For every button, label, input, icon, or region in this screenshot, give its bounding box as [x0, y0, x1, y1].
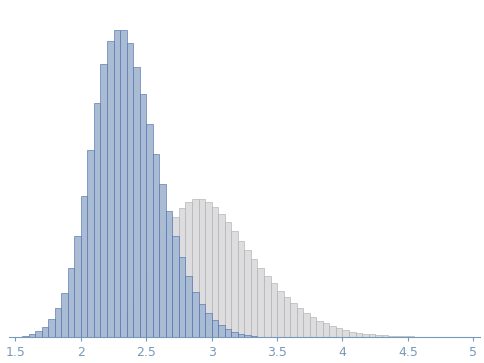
Bar: [336, 329, 343, 337]
Bar: [153, 257, 159, 337]
Bar: [225, 329, 231, 337]
Bar: [330, 326, 336, 337]
Bar: [55, 308, 61, 337]
Bar: [343, 330, 349, 337]
Bar: [68, 268, 75, 337]
Bar: [212, 320, 218, 337]
Bar: [264, 276, 271, 337]
Bar: [48, 319, 55, 337]
Bar: [218, 325, 225, 337]
Bar: [238, 241, 244, 337]
Bar: [81, 196, 88, 337]
Bar: [218, 215, 225, 337]
Bar: [375, 335, 382, 337]
Bar: [159, 242, 166, 337]
Bar: [185, 202, 192, 337]
Bar: [382, 335, 388, 337]
Bar: [323, 323, 330, 337]
Bar: [127, 44, 133, 337]
Bar: [362, 334, 369, 337]
Bar: [231, 332, 238, 337]
Bar: [369, 334, 375, 337]
Bar: [317, 321, 323, 337]
Bar: [140, 94, 146, 337]
Bar: [166, 211, 172, 337]
Bar: [140, 288, 146, 337]
Bar: [284, 297, 290, 337]
Bar: [114, 29, 120, 337]
Bar: [388, 336, 395, 337]
Bar: [29, 334, 35, 337]
Bar: [395, 336, 401, 337]
Bar: [185, 276, 192, 337]
Bar: [42, 327, 48, 337]
Bar: [205, 202, 212, 337]
Bar: [192, 199, 198, 337]
Bar: [238, 334, 244, 337]
Bar: [94, 103, 101, 337]
Bar: [159, 184, 166, 337]
Bar: [35, 331, 42, 337]
Bar: [192, 291, 198, 337]
Bar: [244, 250, 251, 337]
Bar: [271, 283, 277, 337]
Bar: [310, 317, 317, 337]
Bar: [107, 41, 114, 337]
Bar: [179, 257, 185, 337]
Bar: [88, 150, 94, 337]
Bar: [401, 336, 408, 337]
Bar: [251, 259, 257, 337]
Bar: [172, 217, 179, 337]
Bar: [349, 332, 356, 337]
Bar: [22, 336, 29, 337]
Bar: [75, 236, 81, 337]
Bar: [179, 208, 185, 337]
Bar: [277, 291, 284, 337]
Bar: [225, 222, 231, 337]
Bar: [303, 313, 310, 337]
Bar: [251, 336, 257, 337]
Bar: [133, 66, 140, 337]
Bar: [146, 124, 153, 337]
Bar: [120, 29, 127, 337]
Bar: [257, 268, 264, 337]
Bar: [198, 199, 205, 337]
Bar: [101, 64, 107, 337]
Bar: [231, 232, 238, 337]
Bar: [166, 228, 172, 337]
Bar: [205, 313, 212, 337]
Bar: [198, 303, 205, 337]
Bar: [172, 236, 179, 337]
Bar: [146, 273, 153, 337]
Bar: [61, 293, 68, 337]
Bar: [290, 303, 297, 337]
Bar: [133, 302, 140, 337]
Bar: [356, 333, 362, 337]
Bar: [120, 325, 127, 337]
Bar: [127, 315, 133, 337]
Bar: [153, 154, 159, 337]
Bar: [297, 308, 303, 337]
Bar: [244, 335, 251, 337]
Bar: [212, 207, 218, 337]
